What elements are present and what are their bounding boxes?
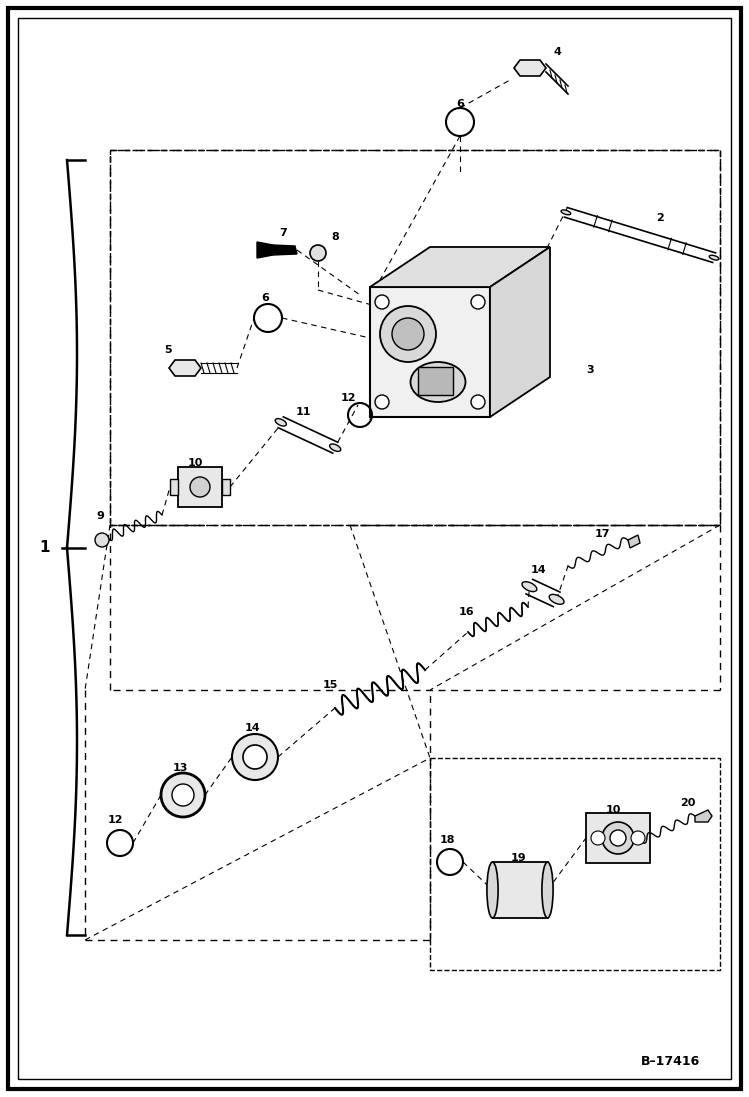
Text: 4: 4 [553, 47, 561, 57]
Circle shape [375, 295, 389, 309]
Text: 12: 12 [340, 393, 356, 403]
Text: 10: 10 [605, 805, 621, 815]
Text: 13: 13 [172, 764, 188, 773]
Text: 7: 7 [279, 228, 287, 238]
Ellipse shape [542, 862, 553, 918]
Text: 18: 18 [439, 835, 455, 845]
Ellipse shape [330, 444, 341, 451]
Circle shape [602, 822, 634, 853]
Circle shape [190, 477, 210, 497]
Circle shape [631, 832, 645, 845]
Polygon shape [514, 60, 546, 76]
Ellipse shape [522, 581, 537, 591]
Text: 8: 8 [331, 231, 339, 242]
Polygon shape [169, 360, 201, 376]
Circle shape [172, 784, 194, 806]
Ellipse shape [561, 210, 571, 215]
Ellipse shape [275, 419, 286, 426]
Circle shape [232, 734, 278, 780]
Text: 1: 1 [40, 541, 50, 555]
Text: 19: 19 [510, 853, 526, 863]
Circle shape [375, 395, 389, 409]
Bar [430, 758, 720, 970]
Text: 2: 2 [656, 213, 664, 223]
Polygon shape [586, 813, 650, 863]
Polygon shape [695, 810, 712, 822]
Bar [178, 467, 222, 507]
Circle shape [243, 745, 267, 769]
Circle shape [591, 832, 605, 845]
Polygon shape [370, 247, 550, 287]
Bar [418, 367, 453, 395]
Text: 17: 17 [594, 529, 610, 539]
Polygon shape [490, 247, 550, 417]
Ellipse shape [709, 256, 719, 260]
Text: 10: 10 [187, 459, 203, 468]
Circle shape [471, 395, 485, 409]
Text: 14: 14 [530, 565, 546, 575]
Polygon shape [628, 535, 640, 548]
Ellipse shape [487, 862, 498, 918]
Bar [222, 479, 230, 495]
Bar [493, 862, 548, 918]
Text: 6: 6 [261, 293, 269, 303]
Text: 11: 11 [295, 407, 311, 417]
Circle shape [380, 306, 436, 362]
Text: 15: 15 [322, 680, 338, 690]
Circle shape [610, 830, 626, 846]
Polygon shape [257, 242, 273, 258]
Polygon shape [273, 245, 297, 255]
Ellipse shape [410, 362, 465, 402]
Text: 5: 5 [164, 344, 172, 355]
Text: B–17416: B–17416 [640, 1055, 700, 1068]
Circle shape [310, 245, 326, 261]
Bar [370, 287, 490, 417]
Circle shape [392, 318, 424, 350]
Bar [110, 150, 720, 525]
Circle shape [95, 533, 109, 547]
Text: 16: 16 [459, 607, 475, 617]
Text: 9: 9 [96, 511, 104, 521]
Text: 6: 6 [456, 99, 464, 109]
Circle shape [471, 295, 485, 309]
Text: 12: 12 [107, 815, 123, 825]
Text: 20: 20 [680, 798, 696, 808]
Circle shape [161, 773, 205, 817]
Text: 3: 3 [586, 365, 594, 375]
Bar [170, 479, 178, 495]
Text: 14: 14 [244, 723, 260, 733]
Ellipse shape [549, 595, 564, 604]
